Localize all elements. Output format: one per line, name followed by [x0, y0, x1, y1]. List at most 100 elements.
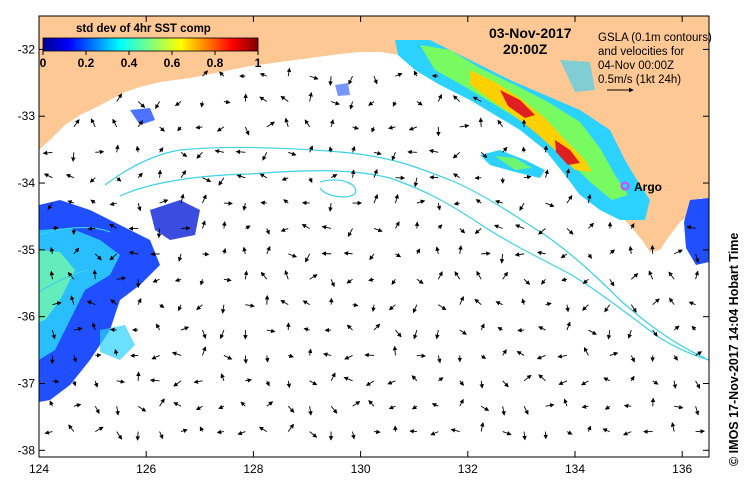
velocity-arrow-31 — [90, 118, 96, 128]
velocity-arrow-254 — [156, 323, 161, 331]
velocity-arrow-270 — [497, 327, 503, 332]
velocity-arrow-266 — [413, 329, 418, 340]
velocity-arrow-348 — [173, 402, 182, 407]
velocity-arrow-347 — [159, 398, 165, 407]
velocity-arrow-341 — [695, 380, 701, 389]
velocity-arrow-369 — [623, 403, 632, 409]
velocity-arrow-227 — [245, 303, 255, 308]
velocity-arrow-61 — [235, 149, 246, 155]
velocity-arrow-255 — [180, 326, 190, 331]
velocity-arrow-152 — [588, 222, 594, 229]
velocity-arrow-52 — [42, 150, 53, 156]
velocity-arrow-10 — [413, 70, 419, 77]
velocity-arrow-127 — [52, 225, 59, 231]
velocity-arrow-197 — [260, 271, 268, 280]
velocity-arrow-27 — [437, 93, 442, 102]
velocity-arrow-223 — [159, 303, 165, 308]
velocity-arrow-194 — [199, 279, 205, 286]
velocity-arrow-204 — [416, 278, 424, 284]
velocity-arrow-107 — [180, 193, 185, 204]
velocity-arrow-37 — [216, 126, 225, 132]
velocity-arrow-365 — [545, 403, 555, 408]
velocity-arrow-376 — [116, 431, 123, 440]
velocity-arrow-265 — [395, 329, 402, 338]
velocity-vectors — [42, 67, 705, 441]
velocity-arrow-116 — [373, 194, 379, 204]
colorbar-tick-label-1: 0.2 — [78, 56, 95, 70]
velocity-arrow-142 — [373, 227, 383, 233]
velocity-arrow-287 — [202, 346, 207, 356]
velocity-arrow-232 — [352, 302, 359, 308]
velocity-arrow-186 — [695, 253, 700, 264]
velocity-arrow-190 — [116, 276, 127, 281]
velocity-arrow-225 — [196, 304, 203, 311]
velocity-arrow-239 — [495, 301, 503, 306]
velocity-arrow-363 — [501, 406, 506, 416]
velocity-arrow-89 — [330, 174, 338, 179]
velocity-arrow-339 — [652, 380, 659, 385]
velocity-arrow-80 — [137, 172, 143, 179]
velocity-arrow-77 — [65, 174, 75, 179]
velocity-arrow-81 — [157, 169, 163, 178]
velocity-arrow-155 — [686, 225, 696, 230]
velocity-arrow-344 — [94, 406, 100, 414]
velocity-arrow-35 — [177, 126, 182, 132]
velocity-arrow-140 — [321, 225, 332, 230]
velocity-arrow-67 — [373, 150, 382, 156]
velocity-arrow-306 — [609, 351, 619, 357]
velocity-arrow-205 — [437, 271, 443, 280]
velocity-arrow-207 — [476, 270, 482, 280]
velocity-arrow-221 — [110, 299, 118, 305]
velocity-arrow-201 — [346, 278, 353, 284]
velocity-arrow-68 — [391, 152, 396, 161]
land-mass — [39, 16, 709, 252]
velocity-arrow-360 — [431, 403, 439, 408]
velocity-arrow-82 — [180, 170, 187, 178]
velocity-arrow-55 — [115, 144, 120, 153]
velocity-arrow-298 — [437, 355, 442, 364]
velocity-arrow-382 — [237, 430, 246, 436]
velocity-arrow-211 — [561, 277, 568, 282]
velocity-arrow-151 — [566, 228, 574, 235]
velocity-arrow-314 — [116, 379, 126, 384]
velocity-arrow-269 — [480, 323, 485, 331]
velocity-arrow-24 — [368, 101, 375, 106]
velocity-legend: GSLA (0.1m contours) and velocities for … — [598, 32, 712, 93]
velocity-arrow-277 — [652, 329, 658, 337]
velocity-arrow-94 — [429, 175, 439, 180]
velocity-arrow-293 — [322, 352, 332, 357]
velocity-arrow-172 — [395, 252, 402, 258]
imos-credit: © IMOS 17-Nov-2017 14:04 Hobart Time — [727, 232, 741, 466]
velocity-arrow-375 — [95, 426, 104, 432]
velocity-arrow-202 — [368, 277, 375, 282]
velocity-arrow-21 — [308, 91, 313, 102]
velocity-arrow-234 — [388, 304, 396, 311]
velocity-arrow-343 — [73, 403, 82, 408]
velocity-arrow-185 — [673, 249, 683, 255]
velocity-arrow-165 — [242, 246, 247, 254]
velocity-arrow-208 — [502, 271, 508, 280]
velocity-arrow-372 — [694, 406, 700, 416]
velocity-arrow-90 — [350, 169, 356, 178]
velocity-arrow-162 — [177, 253, 183, 262]
velocity-arrow-72 — [480, 151, 488, 159]
velocity-arrow-46 — [408, 126, 418, 131]
velocity-arrow-62 — [262, 152, 268, 161]
velocity-arrow-362 — [480, 405, 490, 411]
velocity-arrow-25 — [392, 101, 397, 107]
velocity-arrow-212 — [582, 278, 589, 284]
velocity-arrow-233 — [371, 304, 376, 312]
velocity-arrow-370 — [650, 397, 656, 407]
velocity-arrow-215 — [648, 270, 654, 280]
y-tick-label-4: -36 — [18, 310, 36, 324]
velocity-arrow-366 — [563, 398, 568, 407]
velocity-arrow-175 — [458, 245, 463, 254]
velocity-arrow-334 — [538, 374, 546, 382]
velocity-arrow-398 — [587, 425, 592, 432]
y-tick-label-1: -33 — [18, 109, 36, 123]
velocity-arrow-42 — [329, 119, 335, 128]
velocity-arrow-15 — [174, 101, 182, 107]
velocity-arrow-349 — [195, 405, 203, 411]
y-tick-label-6: -38 — [18, 443, 36, 457]
velocity-arrow-19 — [259, 96, 268, 102]
